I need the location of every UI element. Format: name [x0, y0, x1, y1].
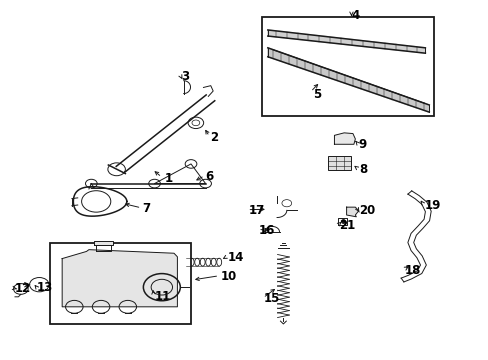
Text: 7: 7	[142, 202, 150, 215]
Text: 6: 6	[205, 170, 213, 183]
Text: 10: 10	[220, 270, 236, 283]
Text: 18: 18	[404, 264, 421, 276]
Text: 14: 14	[227, 251, 244, 264]
Text: 19: 19	[424, 198, 440, 212]
Polygon shape	[62, 249, 177, 307]
Text: 20: 20	[358, 204, 374, 217]
Text: 16: 16	[259, 224, 275, 237]
Text: 5: 5	[312, 88, 320, 101]
Bar	[50, 243, 191, 324]
Text: 17: 17	[248, 204, 264, 217]
Text: 15: 15	[264, 292, 280, 305]
Bar	[327, 156, 351, 170]
Text: 9: 9	[358, 138, 366, 151]
Text: 13: 13	[37, 281, 53, 294]
Text: 21: 21	[339, 219, 355, 232]
Text: 8: 8	[358, 163, 366, 176]
Text: 2: 2	[210, 131, 218, 144]
Text: 3: 3	[181, 70, 189, 83]
Text: 12: 12	[15, 283, 31, 296]
Text: 11: 11	[154, 289, 170, 303]
Polygon shape	[267, 48, 428, 112]
Text: 1: 1	[164, 172, 172, 185]
Polygon shape	[334, 133, 355, 144]
Polygon shape	[267, 30, 425, 53]
Bar	[261, 18, 433, 116]
Polygon shape	[94, 242, 113, 245]
Text: 4: 4	[351, 9, 359, 22]
Polygon shape	[346, 207, 358, 217]
